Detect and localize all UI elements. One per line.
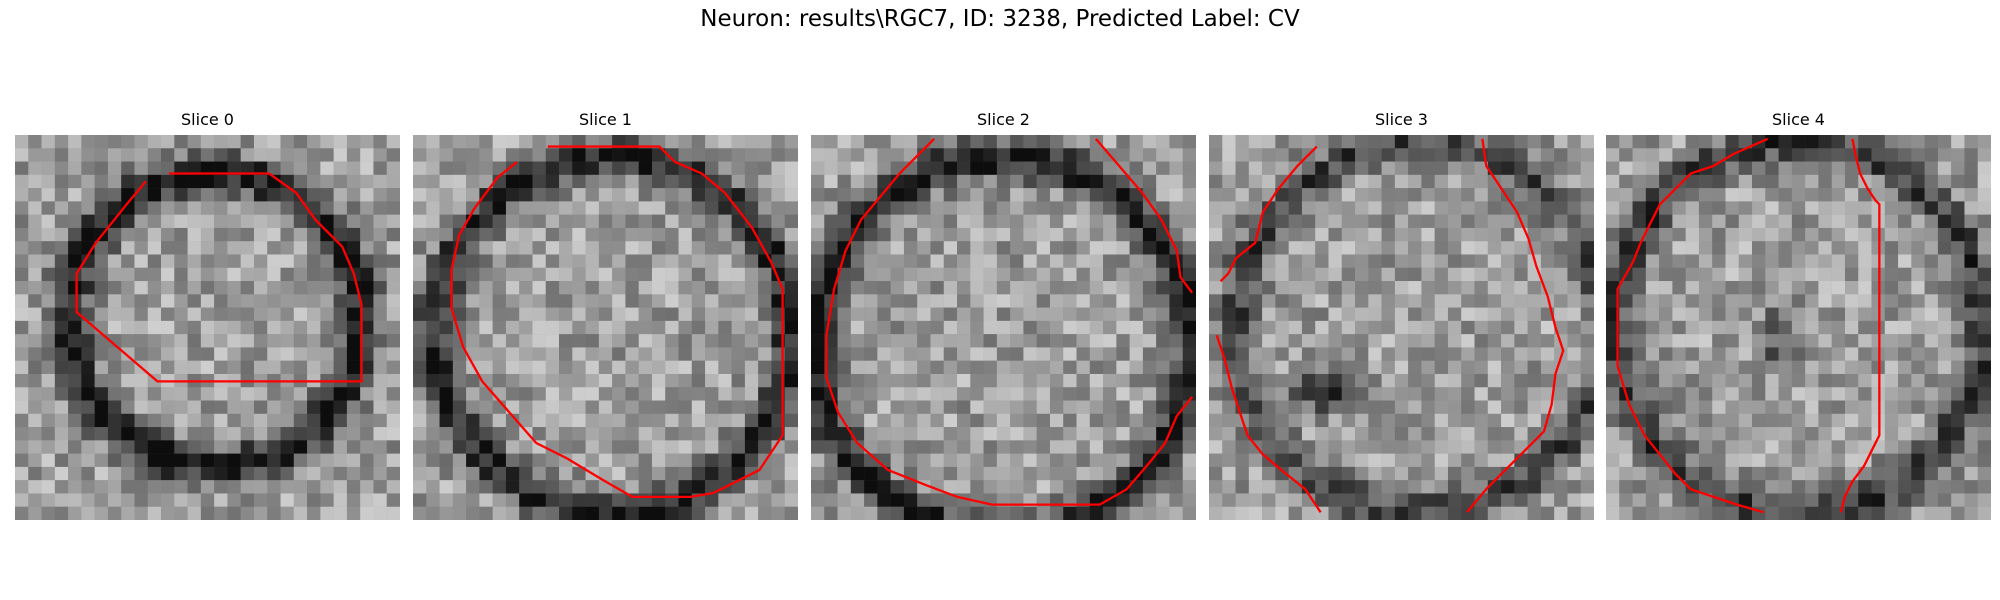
slice-title: Slice 3 xyxy=(1375,110,1428,129)
segmentation-contour xyxy=(1219,145,1318,283)
segmentation-contour xyxy=(1616,137,1769,514)
slice-panel-1: Slice 1 xyxy=(413,110,798,520)
slice-panel-2: Slice 2 xyxy=(811,110,1196,520)
slice-panel-0: Slice 0 xyxy=(15,110,400,520)
slice-image-1 xyxy=(413,135,798,520)
slice-panel-3: Slice 3 xyxy=(1209,110,1594,520)
slice-image-0 xyxy=(15,135,400,520)
segmentation-contour xyxy=(1215,334,1322,513)
figure-title: Neuron: results\RGC7, ID: 3238, Predicte… xyxy=(700,6,1300,32)
slice-title: Slice 2 xyxy=(977,110,1030,129)
slice-title: Slice 4 xyxy=(1772,110,1825,129)
segmentation-contour xyxy=(1095,138,1194,294)
slice-title: Slice 1 xyxy=(579,110,632,129)
segmentation-contour xyxy=(1466,138,1565,514)
segmentation-contour xyxy=(450,145,784,499)
slice-image-3 xyxy=(1209,135,1594,520)
segmentation-contour xyxy=(1839,138,1881,513)
segmentation-contour xyxy=(825,138,1194,506)
slice-title: Slice 0 xyxy=(181,110,234,129)
slice-panel-4: Slice 4 xyxy=(1606,110,1991,520)
slice-image-4 xyxy=(1606,135,1991,520)
segmentation-contour xyxy=(75,172,363,383)
slice-image-2 xyxy=(811,135,1196,520)
